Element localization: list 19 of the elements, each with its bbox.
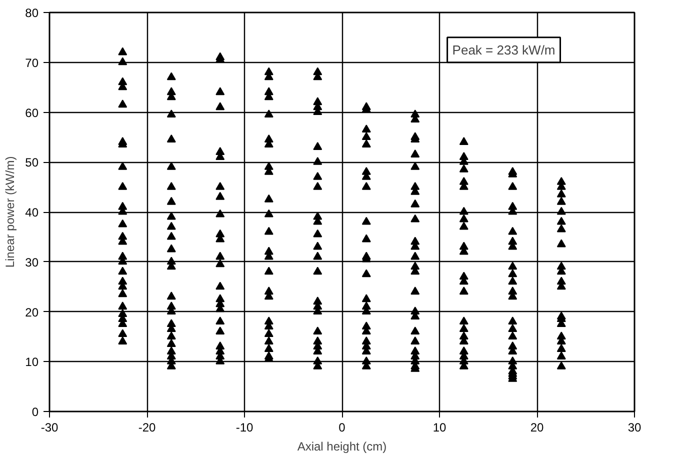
x-tick-label: 20 (530, 420, 544, 434)
x-tick-label: 10 (432, 420, 446, 434)
x-axis-title: Axial height (cm) (297, 440, 387, 454)
x-tick-label: -10 (236, 420, 254, 434)
y-tick-label: 0 (32, 405, 39, 419)
x-tick-label: 30 (628, 420, 642, 434)
y-tick-label: 80 (25, 6, 39, 20)
y-tick-label: 10 (25, 355, 39, 370)
y-axis-title: Linear power (kW/m) (3, 156, 18, 268)
annotation: Peak = 233 kW/m (452, 42, 556, 58)
y-tick-label: 40 (25, 206, 39, 220)
x-tick-label: -20 (138, 420, 156, 434)
y-tick-label: 20 (25, 305, 39, 320)
y-tick-label: 30 (25, 255, 39, 270)
x-tick-label: 0 (338, 420, 346, 434)
x-tick-label: -30 (40, 420, 58, 434)
y-tick-label: 50 (25, 156, 39, 170)
y-tick-label: 60 (25, 106, 39, 120)
y-tick-label: 70 (25, 56, 39, 70)
